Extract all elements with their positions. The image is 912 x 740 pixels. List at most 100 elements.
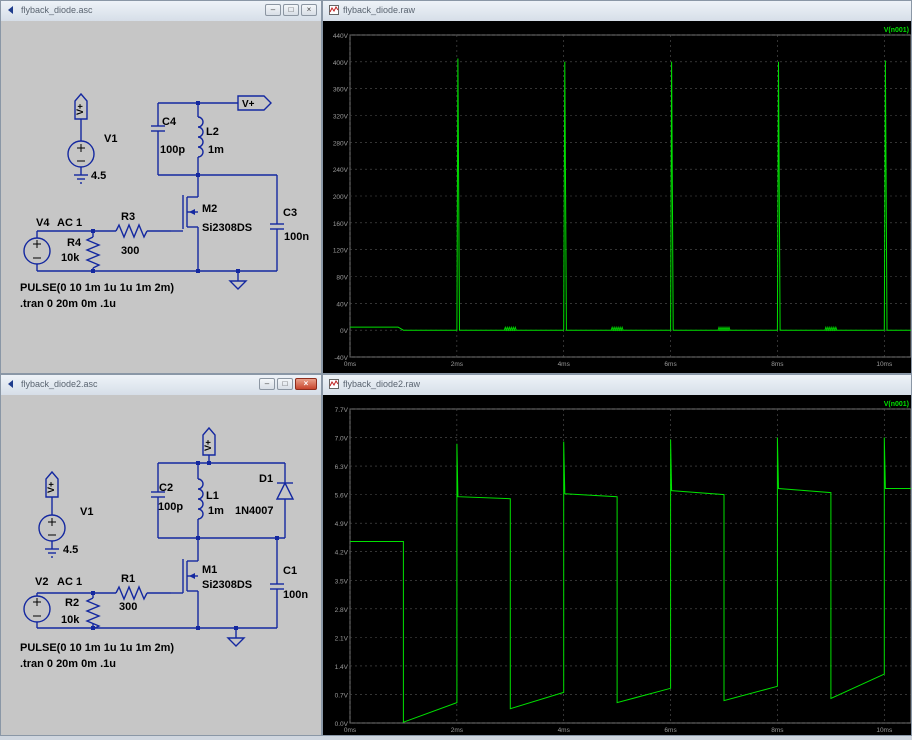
bottom-schematic-svg[interactable]: V+ V+ V1 4.5 C2 100p L1 1m D1 1N4007 M1 … — [1, 395, 321, 735]
trace-v-n001[interactable] — [350, 437, 911, 723]
top-plot-area[interactable]: 440V 400V 360V 320V 280V 240V 200V 160V 120V 80V 4… — [323, 21, 912, 373]
c1-name: C1 — [283, 565, 297, 577]
r1-resistor-symbol[interactable] — [115, 585, 148, 601]
r4-resistor-symbol[interactable] — [85, 236, 101, 269]
x-tick-label: 6ms — [664, 361, 677, 368]
close-button[interactable]: × — [295, 378, 317, 390]
bottom-plot-titlebar[interactable]: flyback_diode2.raw — [323, 375, 911, 396]
r1-name: R1 — [121, 573, 135, 585]
ground-symbol — [226, 637, 246, 647]
r3-resistor-symbol[interactable] — [115, 223, 148, 239]
x-tick-label: 2ms — [451, 727, 464, 734]
l1-name: L1 — [206, 490, 219, 502]
v4-ac: AC 1 — [57, 217, 82, 229]
y-tick-label: 7.7V — [335, 407, 349, 414]
l2-name: L2 — [206, 126, 219, 138]
ground-symbol — [228, 280, 248, 290]
ringing-burst — [503, 325, 517, 332]
top-plot-window: flyback_diode.raw 440V 400V 360V 320V 280V 24… — [322, 0, 912, 374]
v1-flag-label: V+ — [75, 104, 85, 115]
v1-value: 4.5 — [91, 170, 106, 182]
top-plot-titlebar[interactable]: flyback_diode.raw — [323, 1, 911, 22]
bottom-schematic-titlebar[interactable]: flyback_diode2.asc – □ × — [1, 375, 321, 396]
m1-name: M1 — [202, 564, 217, 576]
y-tick-label: 1.4V — [335, 664, 349, 671]
ringing-burst — [717, 325, 731, 332]
m2-name: M2 — [202, 203, 217, 215]
top-schematic-titlebar[interactable]: flyback_diode.asc – □ × — [1, 1, 321, 22]
x-tick-label: 8ms — [771, 727, 784, 734]
x-tick-label: 8ms — [771, 361, 784, 368]
waveform-icon — [329, 379, 339, 389]
maximize-button[interactable]: □ — [283, 4, 299, 16]
x-tick-label: 4ms — [558, 361, 571, 368]
vplus-flag-label: V+ — [203, 440, 213, 451]
y-tick-label: 120V — [333, 248, 349, 255]
tran-directive[interactable]: .tran 0 20m 0m .1u — [20, 658, 116, 670]
window-title: flyback_diode.raw — [343, 5, 416, 15]
r4-name: R4 — [67, 237, 82, 249]
ltspice-icon — [8, 380, 13, 388]
c4-value: 100p — [160, 144, 185, 156]
v1-value: 4.5 — [63, 544, 78, 556]
bottom-waveform-chart[interactable]: 7.7V 7.0V 6.3V 5.6V 4.9V 4.2V 3.5V 2.8V 2.1V 1.4V… — [323, 395, 912, 735]
v1-vplus-flag[interactable] — [74, 92, 88, 120]
c3-value: 100n — [284, 231, 309, 243]
trace-label[interactable]: V(n001) — [884, 27, 909, 34]
m1-model: Si2308DS — [202, 579, 252, 591]
x-tick-label: 0ms — [344, 727, 357, 734]
r2-value: 10k — [61, 614, 80, 626]
maximize-button[interactable]: □ — [277, 378, 293, 390]
minimize-button[interactable]: – — [265, 4, 281, 16]
d1-diode-symbol[interactable] — [275, 481, 295, 500]
tran-directive[interactable]: .tran 0 20m 0m .1u — [20, 298, 116, 310]
v1-flag-label: V+ — [46, 482, 56, 493]
window-title: flyback_diode.asc — [21, 5, 93, 15]
v1-name: V1 — [80, 506, 93, 518]
minimize-button[interactable]: – — [259, 378, 275, 390]
y-tick-label: 40V — [336, 301, 348, 308]
m2-model: Si2308DS — [202, 222, 252, 234]
l1-inductor-symbol[interactable] — [197, 478, 204, 520]
c1-value: 100n — [283, 589, 308, 601]
vplus-flag-label: V+ — [242, 99, 255, 110]
pulse-directive[interactable]: PULSE(0 10 1m 1u 1u 1m 2m) — [20, 642, 174, 654]
v1-vplus-flag[interactable] — [45, 470, 59, 498]
vplus-flag[interactable] — [237, 95, 272, 111]
top-schematic-window: flyback_diode.asc – □ × — [0, 0, 322, 374]
y-tick-label: 5.6V — [335, 493, 349, 500]
y-tick-label: 0V — [340, 328, 349, 335]
y-tick-label: 80V — [336, 275, 348, 282]
y-tick-label: 6.3V — [335, 464, 349, 471]
x-tick-label: 2ms — [451, 361, 464, 368]
l1-value: 1m — [208, 505, 224, 517]
r3-name: R3 — [121, 211, 135, 223]
pulse-directive[interactable]: PULSE(0 10 1m 1u 1u 1m 2m) — [20, 282, 174, 294]
y-tick-label: 3.5V — [335, 578, 349, 585]
plot-frame — [349, 408, 912, 724]
close-button[interactable]: × — [301, 4, 317, 16]
y-tick-label: 320V — [333, 114, 349, 121]
trace-v-n001[interactable] — [350, 58, 911, 331]
bottom-schematic-canvas[interactable]: V+ V+ V1 4.5 C2 100p L1 1m D1 1N4007 M1 … — [1, 395, 321, 735]
v4-name: V4 — [36, 217, 50, 229]
x-tick-label: 0ms — [344, 361, 357, 368]
x-tick-label: 6ms — [664, 727, 677, 734]
trace-label[interactable]: V(n001) — [884, 401, 909, 408]
top-schematic-svg[interactable]: V+ V+ V1 4.5 C4 100p L2 1m M2 Si2308DS C… — [1, 21, 321, 373]
r2-name: R2 — [65, 597, 79, 609]
bottom-schematic-window: flyback_diode2.asc – □ × — [0, 374, 322, 736]
x-tick-label: 4ms — [558, 727, 571, 734]
r1-value: 300 — [119, 601, 137, 613]
l2-inductor-symbol[interactable] — [197, 116, 204, 158]
window-title: flyback_diode2.raw — [343, 379, 421, 389]
top-waveform-chart[interactable]: 440V 400V 360V 320V 280V 240V 200V 160V 120V 80V 4… — [323, 21, 912, 373]
x-tick-label: 10ms — [876, 727, 893, 734]
top-schematic-canvas[interactable]: V+ V+ V1 4.5 C4 100p L2 1m M2 Si2308DS C… — [1, 21, 321, 373]
d1-name: D1 — [259, 473, 273, 485]
y-tick-label: 7.0V — [335, 436, 349, 443]
vplus-flag[interactable] — [202, 426, 216, 456]
bottom-plot-area[interactable]: 7.7V 7.0V 6.3V 5.6V 4.9V 4.2V 3.5V 2.8V 2.1V 1.4V… — [323, 395, 912, 735]
y-tick-label: 4.9V — [335, 521, 349, 528]
r2-resistor-symbol[interactable] — [85, 597, 101, 630]
